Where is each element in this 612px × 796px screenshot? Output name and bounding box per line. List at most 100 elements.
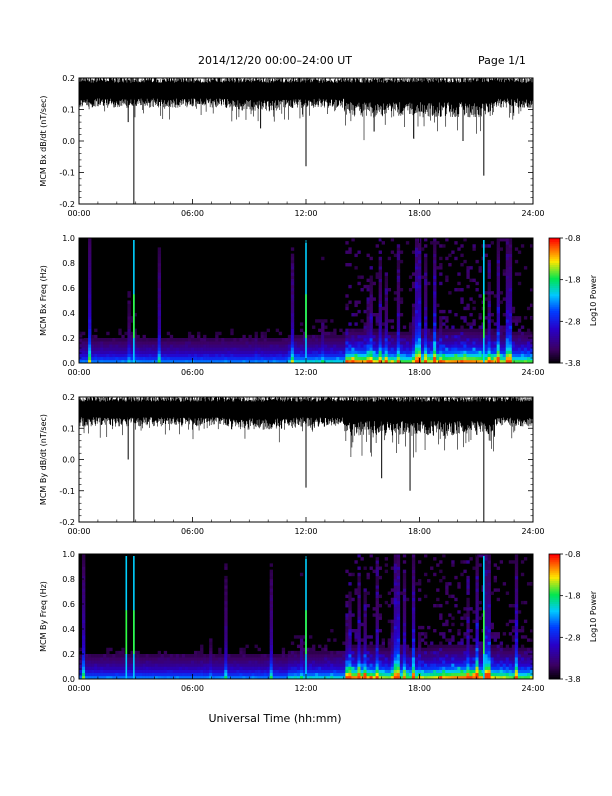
- spectrogram-cell: [221, 660, 225, 664]
- spectrogram-cell: [436, 647, 440, 652]
- spectrogram-cell: [272, 359, 277, 364]
- spectrogram-cell: [417, 644, 422, 649]
- spectrogram-cell: [215, 334, 219, 339]
- spectrogram-cell: [396, 278, 401, 283]
- spectrogram-cell: [472, 344, 476, 348]
- spectrogram-cell: [396, 657, 401, 661]
- colorbar-tick-label: -3.8: [565, 359, 581, 368]
- spectrogram-cell: [263, 334, 267, 339]
- spectrogram-cell: [339, 353, 343, 358]
- spectrogram-cell: [354, 350, 358, 354]
- spectrogram-cell: [333, 328, 337, 333]
- spectrogram-cell: [293, 650, 298, 655]
- spectrogram-cell: [381, 334, 385, 339]
- spectrogram-cell: [424, 288, 428, 292]
- spectrogram-cell: [175, 341, 180, 345]
- spectrogram-cell: [390, 319, 395, 323]
- spectrogram-cell: [281, 350, 286, 354]
- spectrogram-cell: [245, 341, 249, 345]
- spectrogram-cell: [442, 554, 446, 558]
- spectrogram-cell: [351, 338, 355, 342]
- spectrogram-cell: [529, 347, 534, 351]
- spectrogram-cell: [393, 616, 398, 620]
- spectrogram-cell: [487, 284, 491, 289]
- spectrogram-cell: [178, 356, 183, 361]
- spectrogram-cell: [181, 675, 186, 680]
- spectrogram-cell: [157, 291, 162, 295]
- spectrogram-cell: [424, 657, 428, 661]
- spectrogram-cell: [324, 344, 328, 348]
- spectrogram-cell: [363, 666, 367, 670]
- spectrogram-cell: [508, 338, 513, 342]
- spectrogram-cell: [466, 306, 470, 311]
- spectrogram-cell: [118, 347, 122, 351]
- colorbar-cell: [549, 313, 560, 316]
- spectrogram-cell: [442, 669, 446, 674]
- spectrogram-cell: [194, 356, 198, 361]
- spectrogram-cell: [402, 560, 407, 564]
- spectrogram-cell: [502, 582, 507, 586]
- spectrogram-cell: [269, 654, 274, 658]
- spectrogram-cell: [499, 353, 504, 358]
- spectrogram-cell: [417, 334, 422, 339]
- spectrogram-cell: [472, 347, 476, 351]
- spectrogram-cell: [451, 344, 455, 348]
- spectrogram-cell: [414, 669, 419, 674]
- spectrogram-cell: [181, 359, 186, 364]
- spectrogram-cell: [148, 350, 152, 354]
- spectrogram-cell: [520, 644, 525, 649]
- spectrogram-cell: [399, 347, 404, 351]
- y-tick-label: 0.6: [62, 600, 75, 609]
- spectrogram-cell: [460, 572, 464, 577]
- spectrogram-cell: [433, 654, 437, 658]
- spectrogram-cell: [94, 328, 98, 333]
- spectrogram-cell: [197, 331, 201, 336]
- spectrogram-cell: [372, 650, 376, 655]
- spectrogram-cell: [493, 672, 497, 677]
- spectrogram-cell: [88, 663, 92, 667]
- spectrogram-cell: [390, 325, 395, 329]
- spectrogram-cell: [306, 347, 310, 351]
- spectrogram-cell: [302, 641, 307, 645]
- spectrogram-cell: [275, 666, 280, 670]
- spectrogram-cell: [224, 675, 228, 680]
- spectrogram-cell: [496, 672, 501, 677]
- spectrogram-cell: [390, 675, 395, 680]
- spectrogram-cell: [408, 657, 413, 661]
- spectrogram-cell: [442, 657, 446, 661]
- spectrogram-cell: [287, 344, 292, 348]
- spectrogram-cell: [402, 353, 407, 358]
- spectrogram-cell: [230, 338, 234, 342]
- spectrogram-cell: [172, 353, 177, 358]
- spectrogram-cell: [436, 241, 440, 245]
- spectrogram-cell: [272, 660, 277, 664]
- spectrogram-cell: [411, 306, 416, 311]
- spectrogram-cell: [82, 356, 86, 361]
- spectrogram-cell: [505, 325, 510, 329]
- spectrogram-cell: [88, 359, 92, 364]
- spectrogram-cell: [218, 666, 222, 670]
- spectrogram-cell: [121, 675, 125, 680]
- spectrogram-cell: [417, 322, 422, 326]
- spectrogram-cell: [127, 353, 131, 358]
- spectrogram-cell: [293, 353, 298, 358]
- spectrogram-cell: [306, 647, 310, 652]
- spectrogram-cell: [206, 341, 210, 345]
- spectrogram-cell: [478, 600, 482, 605]
- spectrogram-cell: [454, 675, 458, 680]
- spectrogram-cell: [82, 650, 86, 655]
- spectrogram-cell: [417, 275, 422, 279]
- spectrogram-cell: [487, 344, 491, 348]
- spectrogram-cell: [414, 666, 419, 670]
- spectrogram-cell: [472, 306, 476, 311]
- spectrogram-cell: [424, 278, 428, 283]
- spectrogram-cell: [100, 657, 104, 661]
- spectrogram-cell: [82, 647, 86, 652]
- spectrogram-cell: [345, 356, 349, 361]
- spectrogram-cell: [523, 619, 528, 624]
- spectrogram-cell: [375, 334, 379, 339]
- spectrogram-cell: [145, 654, 149, 658]
- spectrogram-cell: [133, 359, 137, 364]
- spectrogram-cell: [315, 672, 319, 677]
- spectrogram-cell: [348, 328, 352, 333]
